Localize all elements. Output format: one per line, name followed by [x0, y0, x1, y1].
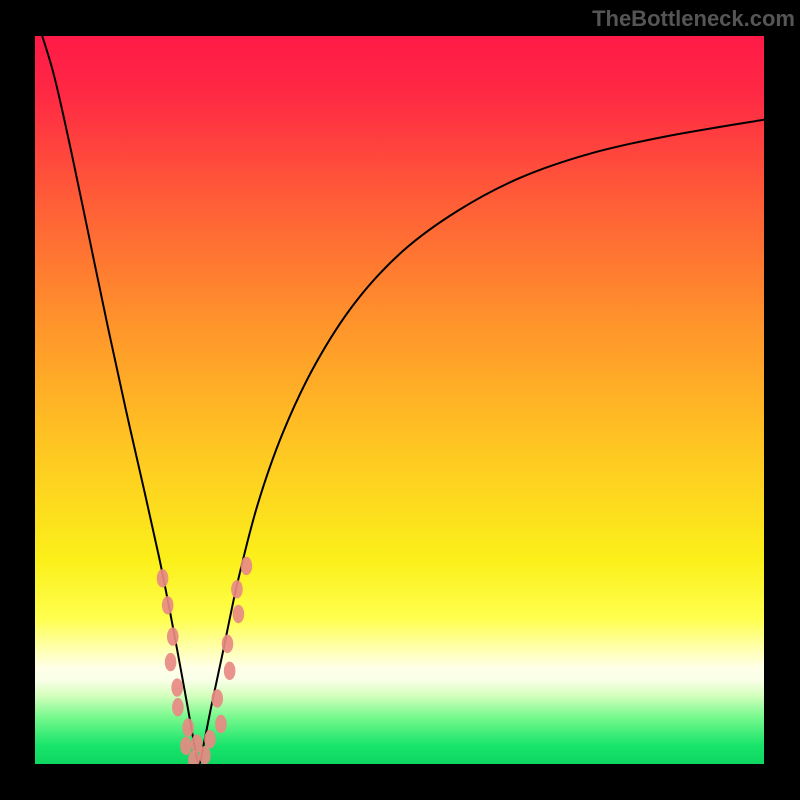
- data-marker: [157, 569, 169, 587]
- data-marker: [171, 678, 183, 696]
- data-marker: [211, 689, 223, 707]
- data-marker: [199, 746, 211, 764]
- data-marker: [233, 605, 245, 623]
- data-marker: [180, 737, 192, 755]
- data-marker: [182, 718, 194, 736]
- data-marker: [162, 596, 174, 614]
- chart-canvas: [0, 0, 800, 800]
- data-marker: [222, 635, 234, 653]
- gradient-background: [35, 36, 764, 764]
- watermark-label: TheBottleneck.com: [592, 6, 795, 32]
- data-marker: [241, 557, 253, 575]
- data-marker: [231, 580, 243, 598]
- data-marker: [224, 662, 236, 680]
- data-marker: [172, 698, 184, 716]
- data-marker: [204, 730, 216, 748]
- data-marker: [188, 750, 200, 768]
- data-marker: [215, 715, 227, 733]
- data-marker: [167, 627, 179, 645]
- data-marker: [165, 653, 177, 671]
